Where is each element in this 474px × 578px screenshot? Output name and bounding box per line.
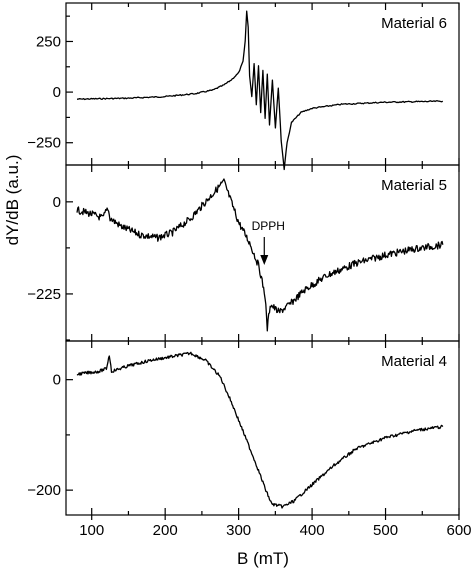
- dpph-annotation: DPPH: [252, 219, 285, 265]
- x-tick-label: 600: [446, 522, 471, 539]
- panel-2: 0 −225 Material 5: [27, 164, 460, 342]
- panel-frame: [65, 340, 460, 516]
- y-tick-label: 250: [36, 33, 61, 50]
- y-tick-label: 0: [53, 194, 61, 211]
- x-tick-label: 300: [226, 522, 251, 539]
- y-tick-label: −225: [27, 286, 61, 303]
- y-axis-title: dY/dB (a.u.): [3, 155, 22, 246]
- x-axis-title: B (mT): [237, 549, 289, 568]
- x-tick-label: 400: [300, 522, 325, 539]
- x-tick-label: 100: [79, 522, 104, 539]
- dpph-arrow-head: [260, 255, 269, 265]
- dpph-label: DPPH: [252, 219, 285, 233]
- panel-label: Material 5: [381, 177, 447, 194]
- y-tick-label: −250: [27, 135, 61, 152]
- spectrum-trace: [76, 351, 444, 509]
- x-axis: 100 200 300 400 500 600: [79, 515, 472, 539]
- x-tick-label: 500: [373, 522, 398, 539]
- panel-3: 0 −200 Material 4: [27, 340, 460, 516]
- spectrum-trace: [76, 178, 444, 332]
- panels-group: 250 0 −250 Material 6 0 −225 Material 5 0 −200 Ma…: [27, 2, 460, 516]
- y-tick-label: 0: [53, 372, 61, 389]
- spectrum-trace: [77, 10, 444, 171]
- panel-label: Material 6: [381, 15, 447, 32]
- x-tick-label: 200: [153, 522, 178, 539]
- panel-label: Material 4: [381, 353, 447, 370]
- y-tick-label: 0: [53, 84, 61, 101]
- panel-1: 250 0 −250 Material 6: [27, 2, 460, 171]
- y-tick-label: −200: [27, 482, 61, 499]
